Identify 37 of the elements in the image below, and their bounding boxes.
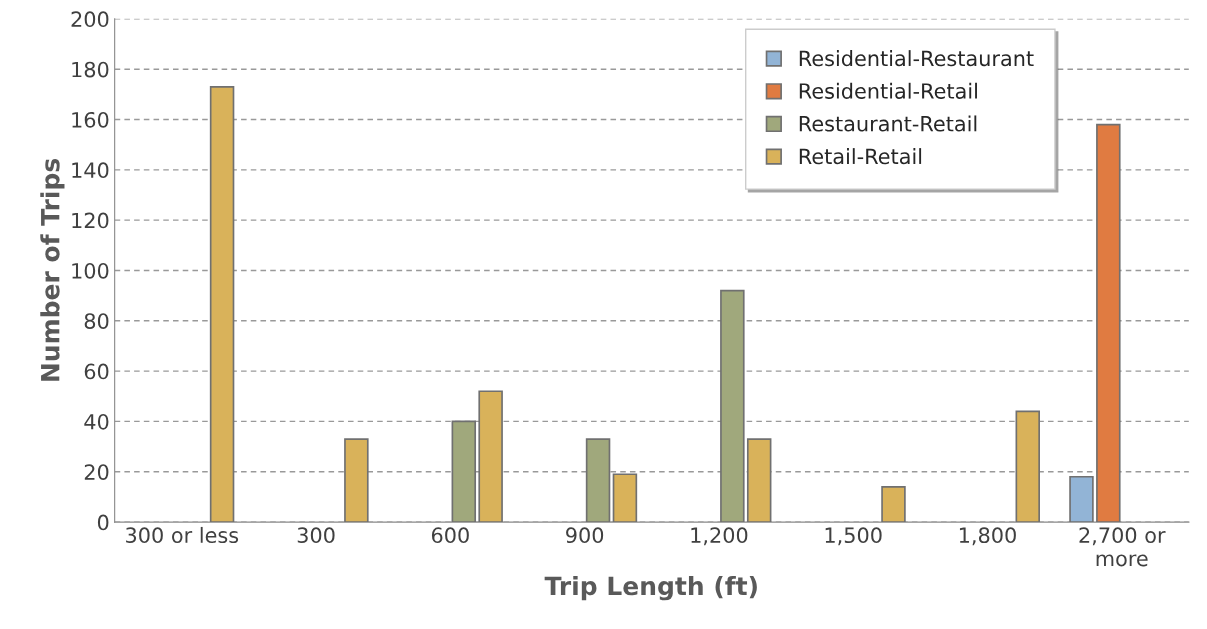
y-tick-label: 100	[72, 262, 109, 279]
y-tick-label: 0	[97, 514, 109, 531]
legend-label: Restaurant-Retail	[799, 115, 977, 132]
x-tick-label: 1,500	[825, 527, 882, 546]
legend-label: Retail-Retail	[799, 148, 922, 165]
y-tick-label: 140	[72, 162, 109, 179]
bar	[585, 438, 611, 523]
x-tick-label: 1,200	[691, 527, 748, 546]
x-tick-label: 600	[431, 527, 469, 544]
x-tick-label: 1,800	[959, 527, 1016, 546]
bar	[451, 420, 477, 523]
bar	[612, 473, 638, 523]
y-tick-label: 60	[84, 363, 109, 380]
x-tick-label: 300	[297, 527, 335, 544]
y-tick-label: 200	[71, 11, 109, 28]
y-tick-label: 180	[72, 61, 109, 78]
bar	[746, 438, 772, 523]
x-tick-label: 300 or less	[126, 526, 239, 544]
y-tick-label: 120	[72, 212, 109, 229]
bar	[1069, 475, 1094, 523]
bar	[881, 486, 906, 523]
y-tick-label: 80	[84, 313, 109, 329]
y-tick-label: 40	[84, 413, 109, 430]
legend-label: Residential-Restaurant	[799, 50, 1034, 67]
x-axis-title: Trip Length (ft)	[544, 575, 757, 601]
y-tick-label: 20	[84, 464, 109, 480]
bar	[344, 438, 369, 523]
x-tick-label: 2,700 or more	[1079, 527, 1166, 567]
y-axis-title: Number of Trips	[40, 158, 65, 381]
bar	[478, 390, 503, 523]
bar	[1096, 123, 1121, 523]
legend-label: Residential-Retail	[799, 82, 977, 99]
y-tick-label: 160	[72, 111, 109, 128]
bar	[209, 85, 235, 523]
x-tick-label: 900	[566, 527, 604, 544]
bar	[1015, 410, 1041, 523]
bar	[720, 289, 745, 523]
